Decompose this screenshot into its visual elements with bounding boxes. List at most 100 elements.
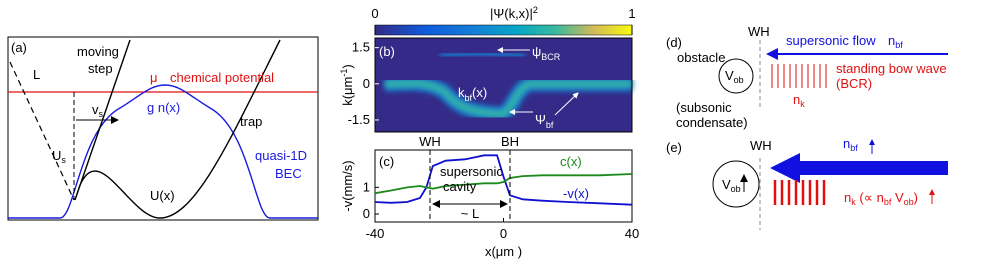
y-tick-label: 1 [363, 179, 370, 194]
t: n [888, 33, 895, 48]
annotation: BH [501, 134, 519, 149]
density [8, 84, 318, 219]
flow-arrow [770, 153, 948, 183]
t: U [52, 148, 61, 163]
x-tick-label: 0 [500, 226, 507, 241]
text: g n(x) [147, 100, 180, 115]
t: ) [914, 190, 918, 205]
text: nk [793, 92, 805, 109]
t: |Ψ(k,x)| [490, 6, 533, 21]
t: bf [884, 197, 892, 207]
heatmap [374, 24, 633, 132]
t: ob [731, 184, 741, 194]
label: (d) [666, 35, 682, 50]
t: bf [850, 143, 858, 153]
obstacle [718, 58, 754, 94]
text: WH [748, 24, 770, 39]
annotation: supersonic [440, 164, 503, 179]
t: BCR [541, 52, 561, 62]
c-tick-label: 1 [628, 6, 635, 21]
t: μ [340, 87, 355, 95]
annotation: ψBCR [532, 44, 561, 62]
y-tick-label: 1.5 [352, 40, 370, 55]
t: bf [465, 93, 473, 103]
annotation: ~ L [461, 206, 479, 221]
x-tick-label: 40 [625, 226, 639, 241]
text: U(x) [150, 188, 175, 203]
text: vs [92, 102, 104, 119]
t: v [92, 102, 99, 117]
annotation: kbf(x) [458, 85, 487, 103]
old-step [9, 61, 75, 201]
series-line [374, 154, 633, 206]
y-tick-label: 0 [363, 206, 370, 221]
panel-d: (d) obstacle WH supersonic flow nbf Vob … [666, 24, 948, 130]
c-tick-label: 0 [371, 6, 378, 21]
t: ψ [532, 44, 541, 59]
frame [7, 36, 319, 221]
t: k [800, 99, 805, 109]
text: quasi-1D [255, 148, 307, 163]
t: V [891, 190, 904, 205]
t: n [844, 190, 851, 205]
t: ) [340, 64, 355, 68]
t: bf [895, 40, 903, 50]
obstacle [712, 160, 760, 208]
t: n [843, 136, 850, 151]
legend-label: -v(x) [563, 186, 589, 201]
bow-wave [771, 64, 827, 88]
text: WH [750, 138, 772, 153]
text: L [33, 67, 40, 82]
legend-label: c(x) [560, 154, 582, 169]
bow-wave [773, 180, 826, 205]
t: k( [340, 94, 355, 106]
text: Us [52, 148, 66, 165]
t: -1 [339, 69, 349, 77]
t: s [99, 109, 104, 119]
text: chemical potential [170, 70, 274, 85]
t: k [851, 197, 856, 207]
y-label: k(μm-1) [339, 64, 355, 106]
text: nbf [888, 33, 903, 50]
series-line [374, 173, 633, 195]
text: (BCR) [836, 76, 872, 91]
label: (e) [666, 140, 682, 155]
panel-label: (b) [379, 44, 395, 59]
text: trap [240, 114, 262, 129]
text: condensate) [676, 115, 748, 130]
ann-arrow [554, 92, 579, 116]
text: step [88, 61, 113, 76]
band [384, 80, 632, 118]
t: ob [734, 75, 744, 85]
y-tick-label: 0 [363, 76, 370, 91]
label: (a) [11, 40, 27, 55]
text: supersonic flow [786, 33, 876, 48]
text: BEC [275, 166, 302, 181]
t: k [458, 85, 465, 100]
x-label: x(μm ) [485, 244, 522, 259]
colorbar [374, 24, 633, 36]
bcr-band [439, 51, 526, 59]
t: 2 [533, 5, 538, 15]
t: ob [904, 197, 914, 207]
text: nbf [843, 136, 858, 153]
text: nk (∝ nbf Vob) [844, 190, 918, 207]
text: standing bow wave [836, 61, 947, 76]
panel-label: (c) [379, 154, 394, 169]
text: obstacle [677, 50, 725, 65]
t: V [725, 68, 734, 83]
annotation: Ψbf [535, 112, 554, 130]
x-tick-label: -40 [366, 226, 385, 241]
frame [374, 37, 633, 133]
t: (x) [472, 85, 487, 100]
t: Ψ [535, 112, 546, 127]
t: n [793, 92, 800, 107]
colorbar-title: |Ψ(k,x)|2 [490, 5, 538, 21]
t: V [722, 177, 731, 192]
text: Vob [722, 177, 741, 194]
panel-e: (e) WH nbf Vob nk (∝ nbf Vob) [666, 136, 948, 230]
text: (subsonic [676, 100, 732, 115]
text: moving [77, 44, 119, 59]
t: m [340, 77, 355, 88]
